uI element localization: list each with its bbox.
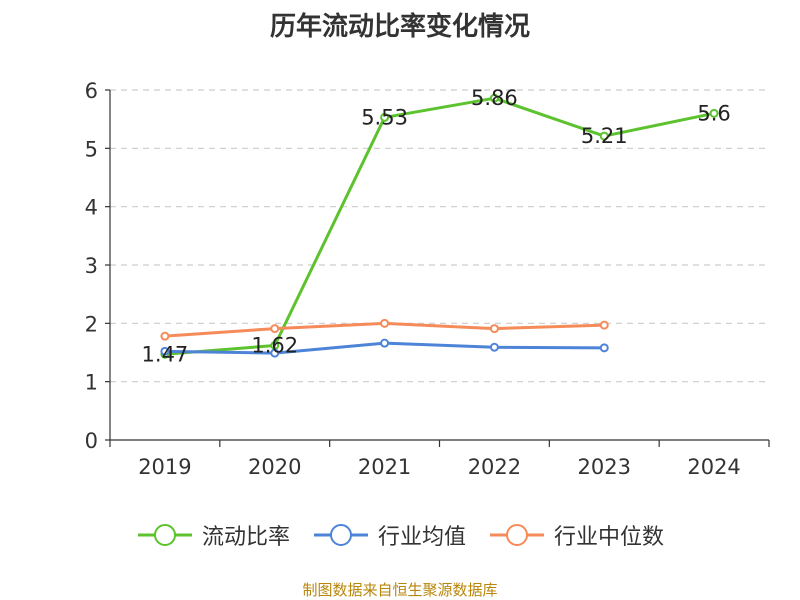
x-tick-label: 2024	[687, 455, 740, 479]
x-tick-label: 2023	[578, 455, 631, 479]
x-tick-label: 2022	[468, 455, 521, 479]
data-label: 5.53	[361, 105, 408, 129]
data-point	[160, 331, 170, 341]
y-tick-label: 5	[85, 137, 98, 161]
data-point	[489, 93, 499, 103]
y-tick-label: 0	[85, 429, 98, 453]
series-line-0	[164, 96, 715, 356]
y-tick-label: 4	[85, 196, 98, 220]
legend-label: 流动比率	[201, 525, 290, 550]
data-point	[380, 318, 390, 328]
x-tick-label: 2021	[358, 455, 411, 479]
source-note: 制图数据来自恒生聚源数据库	[302, 581, 498, 599]
legend-item[interactable]: 流动比率	[136, 519, 290, 551]
data-label: 5.21	[581, 124, 628, 148]
y-tick-label: 3	[85, 254, 98, 278]
data-label: 1.47	[142, 342, 189, 366]
axes: 0 1 2 3 4 5 6 2019 2020 2021 2022 2023 2024	[85, 79, 770, 479]
legend-swatch-icon	[313, 524, 368, 546]
y-tick-label: 1	[85, 371, 98, 395]
y-tick-label: 6	[85, 79, 98, 103]
legend-swatch-icon	[490, 524, 544, 546]
data-point	[599, 131, 609, 141]
data-point	[489, 324, 499, 334]
series	[160, 93, 719, 359]
legend-item[interactable]: 行业中位数	[488, 519, 664, 551]
legend: 流动比率 行业均值 行业中位数	[0, 519, 800, 551]
data-label: 1.62	[251, 334, 298, 358]
data-point	[599, 343, 609, 353]
data-point	[270, 324, 280, 334]
data-labels: 1.47 1.62 5.53 5.86 5.21 5.6	[142, 86, 731, 366]
data-point	[270, 348, 280, 358]
data-point	[599, 320, 609, 330]
legend-label: 行业均值	[377, 525, 466, 550]
legend-swatch-icon	[137, 524, 192, 546]
data-label: 5.86	[471, 86, 518, 110]
chart-title: 历年流动比率变化情况	[269, 12, 530, 42]
legend-label: 行业中位数	[554, 525, 665, 550]
data-point	[489, 342, 499, 352]
data-point	[380, 338, 390, 348]
data-point	[709, 108, 719, 118]
legend-item[interactable]: 行业均值	[312, 519, 466, 551]
x-tick-label: 2020	[248, 455, 301, 479]
data-point	[380, 112, 390, 122]
gridlines	[110, 89, 769, 383]
data-label: 5.6	[697, 101, 730, 125]
x-tick-label: 2019	[138, 455, 191, 479]
y-tick-label: 2	[85, 312, 98, 336]
data-point	[160, 346, 170, 356]
